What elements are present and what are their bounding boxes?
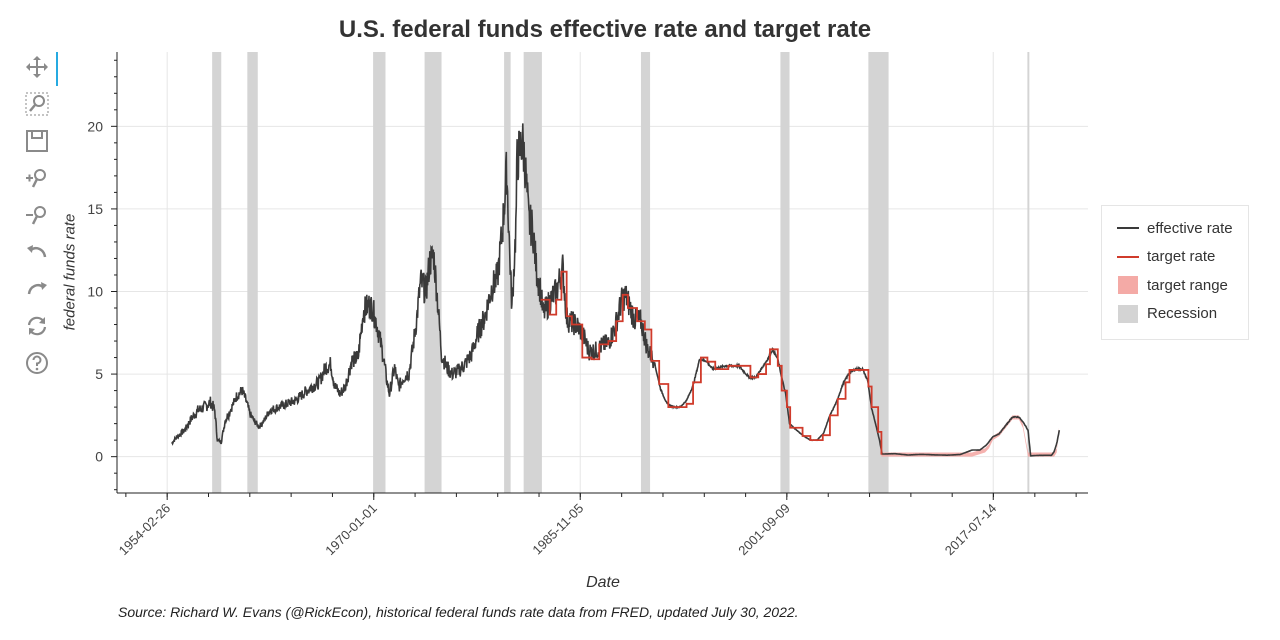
y-tick-label: 0 [95, 449, 103, 465]
recession-band [247, 52, 258, 493]
pan-tool[interactable] [20, 52, 58, 86]
recession-band [1027, 52, 1030, 493]
legend-item-effective-rate[interactable]: effective rate [1102, 214, 1248, 243]
x-tick-label: 1954-02-26 [116, 501, 174, 559]
reset-tool[interactable] [20, 311, 54, 341]
legend-swatch-recession [1118, 304, 1138, 323]
reset-icon [27, 316, 47, 336]
chart-title: U.S. federal funds effective rate and ta… [338, 16, 872, 43]
legend-item-target-rate[interactable]: target rate [1102, 243, 1248, 272]
recession-band [504, 52, 511, 493]
recession-band [640, 52, 651, 493]
effective-rate-line [171, 123, 1061, 457]
recession-band [424, 52, 442, 493]
redo-tool[interactable] [20, 274, 54, 304]
x-tick-label: 1970-01-01 [322, 501, 380, 559]
zoom-out-tool[interactable] [20, 200, 54, 230]
recession-band [780, 52, 790, 493]
y-tick-label: 10 [87, 283, 103, 299]
recession-band [523, 52, 542, 493]
legend-label: target rate [1147, 248, 1216, 266]
zoom-out-icon [26, 206, 46, 225]
move-arrows-icon [26, 56, 48, 78]
undo-icon [27, 245, 47, 258]
legend: effective rate target rate target range … [1101, 205, 1249, 340]
legend-label: effective rate [1147, 219, 1233, 237]
help-icon [26, 352, 48, 374]
save-tool[interactable] [20, 126, 54, 156]
zoom-in-tool[interactable] [20, 163, 54, 193]
y-tick-label: 5 [95, 366, 103, 382]
legend-label: target range [1147, 276, 1228, 294]
help-tool[interactable] [20, 348, 54, 378]
x-tick-label: 2017-07-14 [942, 501, 1000, 559]
y-axis-label: federal funds rate [61, 213, 79, 331]
recession-band [212, 52, 222, 493]
x-axis-label: Date [586, 574, 620, 591]
recession-band [868, 52, 889, 493]
recession-band [373, 52, 386, 493]
y-tick-label: 15 [87, 201, 103, 217]
undo-tool[interactable] [20, 237, 54, 267]
legend-swatch-effective-rate [1117, 227, 1139, 230]
legend-swatch-target-range [1118, 276, 1138, 295]
x-tick-label: 1985-11-05 [529, 501, 586, 558]
target-rate-line [540, 270, 883, 455]
legend-item-target-range[interactable]: target range [1102, 271, 1248, 300]
source-note: Source: Richard W. Evans (@RickEcon), hi… [118, 604, 799, 620]
y-tick-label: 20 [87, 118, 103, 134]
save-icon [26, 130, 48, 152]
chart-toolbar [20, 52, 60, 385]
target-range-band [881, 415, 1059, 457]
zoom-in-icon [26, 169, 46, 188]
legend-label: Recession [1147, 305, 1218, 323]
box-zoom-tool[interactable] [20, 89, 54, 119]
redo-icon [27, 282, 47, 295]
x-tick-label: 2001-09-09 [735, 501, 793, 559]
box-zoom-icon [25, 92, 49, 116]
legend-swatch-target-rate [1117, 255, 1139, 258]
legend-item-recession[interactable]: Recession [1102, 300, 1248, 329]
